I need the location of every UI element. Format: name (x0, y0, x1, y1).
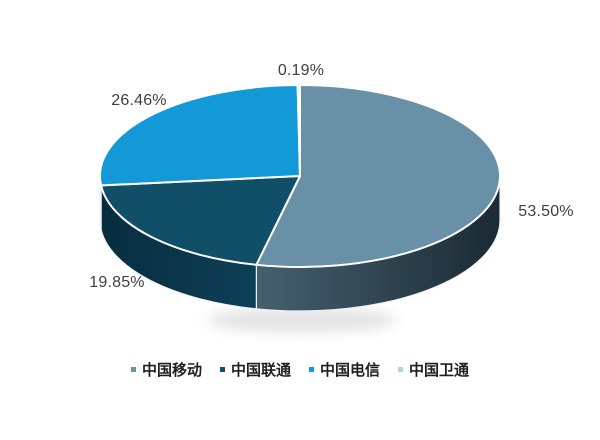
legend-swatch-unicom (219, 367, 225, 372)
slice-label-telecom: 26.46% (111, 92, 167, 109)
legend-label-unicom: 中国联通 (230, 362, 291, 379)
legend-swatch-telecom (309, 367, 314, 372)
pie-slice-3 (296, 84, 301, 177)
slice-label-satcom: 0.19% (277, 62, 325, 79)
legend-swatch-satcom (398, 367, 404, 372)
legend-item-telecom: 中国电信 (309, 359, 380, 380)
legend-item-mobile: 中国移动 (130, 359, 202, 380)
legend-item-satcom: 中国卫通 (398, 359, 469, 380)
pie-slice-1 (100, 175, 301, 266)
legend: 中国移动 中国联通 中国电信 中国卫通 (0, 359, 600, 380)
pie-shadow (207, 307, 397, 333)
slice-label-mobile: 53.50% (518, 203, 574, 220)
legend-label-telecom: 中国电信 (320, 362, 381, 379)
legend-label-satcom: 中国卫通 (409, 362, 470, 379)
legend-label-mobile: 中国移动 (141, 362, 202, 379)
legend-item-unicom: 中国联通 (219, 359, 291, 380)
pie-slice-0 (255, 84, 501, 268)
legend-swatch-mobile (130, 367, 136, 372)
slice-label-unicom: 19.85% (89, 274, 145, 291)
pie-slice-2 (99, 84, 301, 187)
